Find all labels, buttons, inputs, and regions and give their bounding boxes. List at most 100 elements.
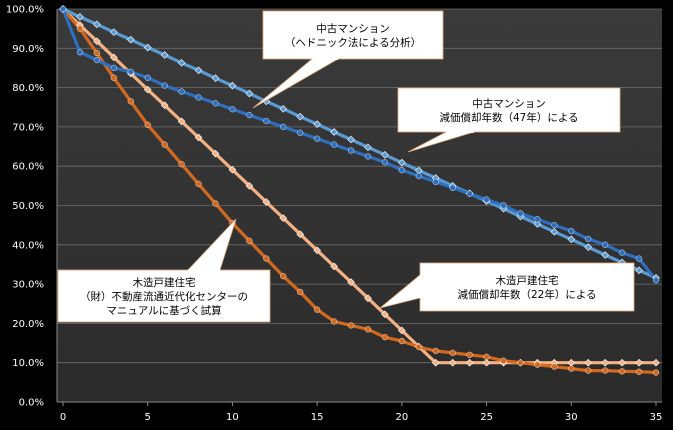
series-0-point	[296, 112, 305, 121]
series-2-point	[313, 246, 321, 255]
series-2-point	[143, 85, 152, 94]
series-3-point	[466, 351, 473, 358]
series-3-point	[415, 343, 422, 351]
series-1-point	[500, 202, 507, 209]
series-1-point	[364, 153, 372, 160]
series-1-point	[602, 241, 609, 248]
annotation-text: 中古マンション	[472, 97, 546, 110]
series-1-point	[161, 82, 168, 89]
series-3-point	[144, 121, 151, 129]
series-1-point	[144, 74, 151, 81]
series-1-point	[585, 235, 592, 243]
series-2-point	[211, 149, 220, 158]
x-tick-label: 30	[565, 412, 578, 423]
y-tick-label: 100.0%	[6, 5, 44, 16]
series-1-point	[652, 277, 660, 284]
series-0-point	[398, 158, 406, 167]
series-3-point	[330, 318, 338, 325]
series-2-point	[177, 117, 186, 126]
series-0-point	[194, 66, 203, 75]
callout-box	[262, 10, 444, 60]
x-tick-label: 0	[60, 412, 66, 423]
y-tick-label: 30.0%	[12, 280, 44, 291]
series-1-point	[466, 190, 473, 197]
series-2-point	[330, 262, 338, 271]
series-0-point	[93, 20, 101, 29]
series-3-point	[585, 367, 592, 374]
x-tick-label: 35	[650, 412, 663, 423]
series-0-point	[347, 135, 355, 144]
series-3-point	[178, 161, 185, 168]
x-tick-label: 20	[395, 412, 408, 423]
series-1-point	[551, 222, 558, 229]
series-2-point	[110, 53, 118, 62]
x-tick-label: 10	[226, 412, 239, 423]
annotation-text: 木造戸建住宅	[496, 274, 559, 287]
series-1-point	[314, 135, 321, 142]
series-1-point	[619, 249, 626, 256]
y-tick-label: 70.0%	[12, 122, 44, 133]
series-3-point	[314, 306, 321, 313]
y-tick-label: 50.0%	[12, 201, 44, 212]
series-0-point	[211, 74, 220, 82]
series-1-point	[381, 159, 389, 166]
series-0-line	[61, 7, 658, 280]
annotation-callout-1: 中古マンション（ヘドニック法による分析）	[252, 10, 444, 109]
series-2-point	[601, 358, 609, 367]
series-3-point	[534, 361, 541, 368]
series-1-point	[127, 68, 134, 75]
series-1-point	[449, 184, 456, 191]
series-2-point	[652, 358, 660, 367]
x-tick-label: 5	[145, 412, 151, 423]
markers-group	[59, 5, 660, 376]
series-0-point	[143, 43, 152, 52]
series-3-point	[212, 200, 219, 207]
series-0-point	[567, 235, 576, 244]
series-3-point	[619, 368, 626, 375]
series-3-point	[551, 363, 558, 370]
series-3-point	[246, 237, 253, 244]
series-1-point	[534, 216, 541, 223]
series-1-point	[568, 227, 575, 235]
series-2-point	[618, 358, 626, 367]
series-3-point	[500, 357, 507, 364]
series-1-point	[93, 56, 100, 64]
series-2-point	[194, 133, 203, 142]
y-tick-label: 10.0%	[12, 358, 44, 369]
series-0-point	[279, 104, 288, 113]
series-2-point	[93, 37, 101, 46]
y-tick-label: 20.0%	[12, 319, 44, 330]
y-tick-label: 60.0%	[12, 162, 44, 173]
series-1-point	[517, 210, 524, 217]
series-3-point	[263, 255, 270, 262]
series-1-point	[432, 178, 439, 186]
series-0-point	[160, 51, 169, 59]
series-3-point	[652, 369, 660, 376]
series-1-point	[195, 94, 202, 101]
series-2-point	[381, 310, 389, 319]
series-3-point	[297, 288, 304, 296]
series-0-point	[245, 89, 254, 98]
series-2-point	[262, 198, 271, 206]
x-tick-label: 15	[311, 412, 324, 423]
series-1-point	[246, 112, 253, 119]
series-1-point	[347, 147, 355, 154]
series-3-point	[161, 141, 168, 148]
axes: 0.0% 10.0% 20.0% 30.0% 40.0% 50.0% 60.0% 70.0% 8…	[6, 5, 663, 424]
series-3-point	[93, 49, 100, 57]
annotations-group: 中古マンション（ヘドニック法による分析）中古マンション減価償却年数（47年）によ…	[57, 10, 635, 323]
series-0-point	[110, 28, 118, 37]
series-0-point	[635, 266, 643, 275]
series-3-point	[195, 180, 202, 187]
series-2-point	[482, 358, 491, 367]
x-tick-label: 25	[480, 412, 493, 423]
series-0-point	[313, 120, 321, 128]
series-0-point	[533, 220, 542, 228]
series-1-point	[229, 106, 236, 113]
series-2-point	[584, 358, 593, 367]
series-1-point	[330, 141, 338, 148]
